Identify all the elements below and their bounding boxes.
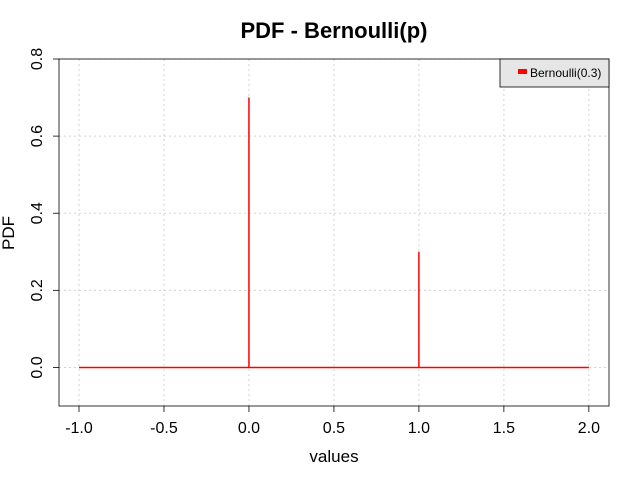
series-layer (79, 97, 589, 369)
series-line (79, 97, 589, 369)
axes: -1.0 -0.5 0.0 0.5 1.0 1.5 2.0 0.0 0.2 0.4 0.6 0.8 (29, 48, 600, 437)
grid (59, 58, 609, 406)
x-tick-label: 0.5 (323, 420, 345, 437)
y-tick-label: 0.4 (29, 202, 46, 224)
y-tick-label: 0.6 (29, 125, 46, 147)
y-tick-label: 0.0 (29, 356, 46, 378)
x-tick-label: -1.0 (65, 420, 93, 437)
legend: Bernoulli(0.3) (499, 58, 610, 88)
x-axis-label: values (309, 447, 358, 466)
legend-label: Bernoulli(0.3) (530, 66, 601, 80)
legend-swatch (518, 69, 527, 74)
x-tick-label: 1.5 (493, 420, 515, 437)
y-axis-label: PDF (0, 216, 18, 250)
x-tick-label: 1.0 (408, 420, 430, 437)
chart-title: PDF - Bernoulli(p) (241, 18, 428, 43)
plot-border (58, 58, 610, 407)
y-tick-label: 0.8 (29, 48, 46, 70)
x-tick-label: 2.0 (578, 420, 600, 437)
y-tick-label: 0.2 (29, 279, 46, 301)
x-tick-label: -0.5 (150, 420, 178, 437)
x-tick-label: 0.0 (238, 420, 260, 437)
